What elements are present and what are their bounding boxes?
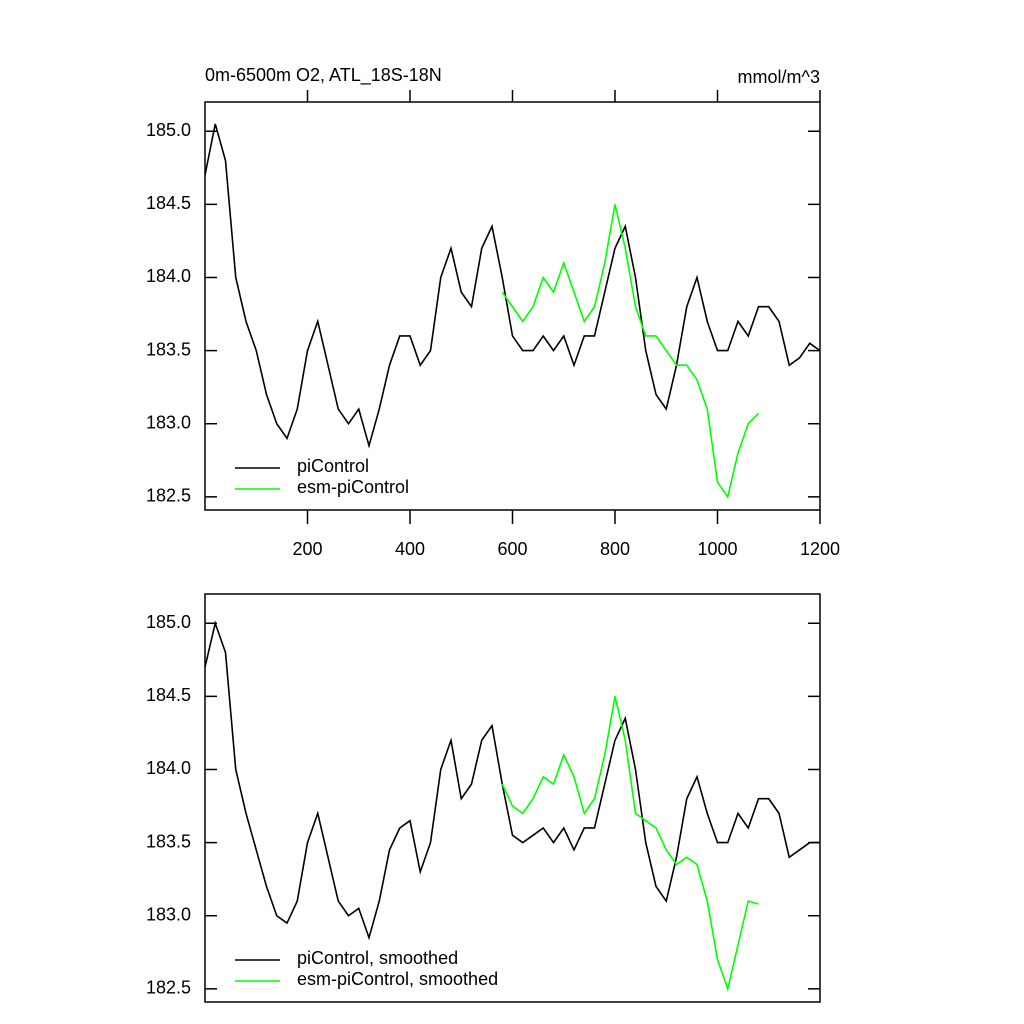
data-line <box>501 204 760 499</box>
data-line <box>501 696 759 992</box>
y-tick-label: 182.5 <box>146 978 191 998</box>
y-tick-label: 184.0 <box>146 266 191 286</box>
plot-frame <box>204 101 821 511</box>
x-tick-label: 1200 <box>800 539 840 559</box>
data-line <box>204 620 820 941</box>
y-tick-label: 184.5 <box>146 685 191 705</box>
legend-label: esm-piControl <box>297 477 409 497</box>
y-tick-label: 183.0 <box>146 904 191 924</box>
y-tick-label: 183.5 <box>146 831 191 851</box>
y-tick-label: 182.5 <box>146 486 191 506</box>
data-line <box>204 123 821 449</box>
x-tick-label: 600 <box>497 539 527 559</box>
legend-label: piControl, smoothed <box>297 948 458 968</box>
x-tick-label: 1000 <box>697 539 737 559</box>
units-label: mmol/m^3 <box>738 67 820 87</box>
plot-frame <box>204 593 821 1003</box>
y-tick-label: 185.0 <box>146 120 191 140</box>
legend-label: esm-piControl, smoothed <box>297 969 498 989</box>
chart-title: 0m-6500m O2, ATL_18S-18N <box>205 65 442 86</box>
x-tick-label: 800 <box>600 539 630 559</box>
x-tick-label: 200 <box>292 539 322 559</box>
y-tick-label: 184.0 <box>146 758 191 778</box>
y-tick-label: 185.0 <box>146 612 191 632</box>
legend-label: piControl <box>297 456 369 476</box>
x-tick-label: 400 <box>395 539 425 559</box>
y-tick-label: 184.5 <box>146 193 191 213</box>
y-tick-label: 183.5 <box>146 339 191 359</box>
y-tick-label: 183.0 <box>146 412 191 432</box>
